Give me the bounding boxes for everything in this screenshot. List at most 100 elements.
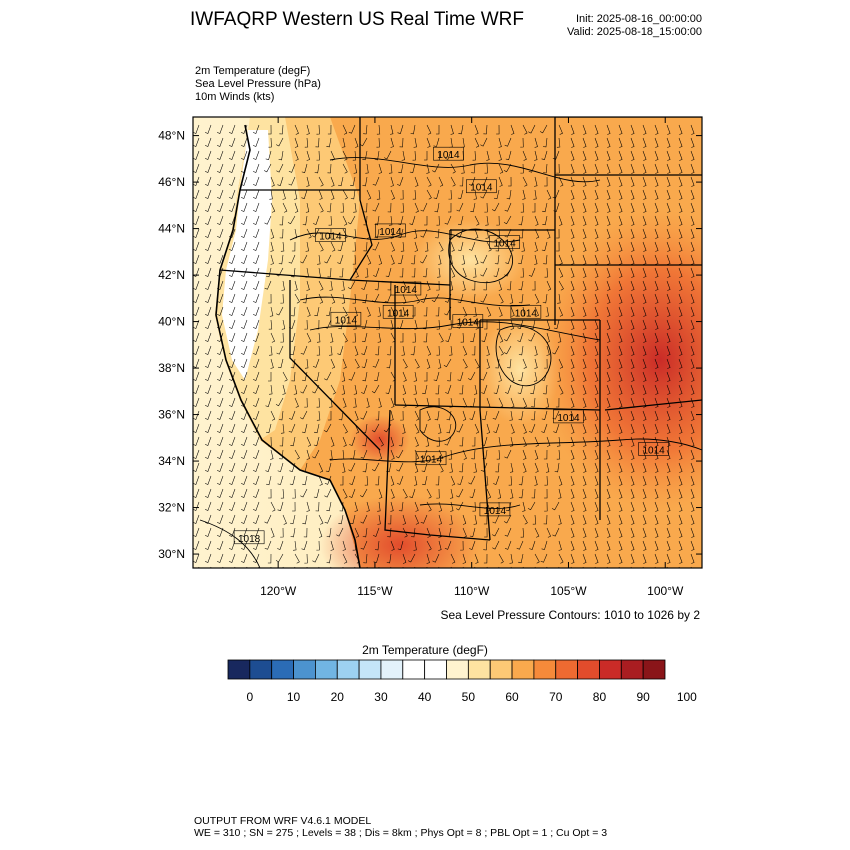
wind-barb	[279, 215, 284, 226]
wind-barb	[414, 501, 419, 512]
wind-barb	[290, 267, 296, 278]
isobar-label: 1014	[484, 506, 507, 517]
wind-barb	[630, 280, 635, 291]
wind-barb	[450, 176, 456, 187]
wind-barb	[678, 449, 683, 460]
wind-barb	[666, 332, 671, 343]
wind-barb	[474, 553, 479, 564]
wind-barb	[315, 501, 320, 512]
wind-barb	[328, 215, 332, 226]
wind-barb	[204, 332, 212, 342]
lat-label: 46°N	[158, 175, 185, 189]
wind-barb	[642, 124, 647, 135]
wind-barb	[436, 319, 440, 330]
wind-barb	[290, 514, 296, 525]
wind-barb	[420, 228, 428, 238]
wind-barb	[419, 254, 428, 264]
wind-barb	[504, 202, 512, 212]
wind-barb	[678, 423, 683, 434]
wind-barb	[618, 540, 623, 551]
wind-barb	[534, 462, 539, 473]
wind-barb	[204, 124, 212, 134]
wind-barb	[606, 306, 611, 317]
wind-barb	[498, 371, 502, 382]
wind-barb	[570, 423, 575, 434]
isobar-label: 1014	[319, 232, 342, 243]
wind-barb	[240, 436, 248, 446]
wind-barb	[372, 358, 380, 368]
wind-barb	[462, 514, 467, 525]
wind-barb	[252, 137, 260, 147]
wind-barb	[551, 501, 560, 511]
wind-barb	[630, 124, 635, 135]
wind-barb	[421, 449, 428, 459]
wind-barb	[193, 501, 200, 511]
wind-barb	[193, 137, 200, 147]
wind-barb	[594, 345, 599, 356]
colorbar-swatch	[533, 659, 557, 680]
wind-barb	[504, 540, 512, 550]
wind-barb	[552, 345, 560, 355]
wind-barb	[666, 267, 671, 278]
wind-barb	[544, 501, 548, 512]
wind-barb	[534, 241, 538, 252]
wind-barb	[304, 358, 309, 369]
wind-barb	[654, 306, 659, 317]
wind-barb	[606, 540, 611, 551]
wind-barb	[372, 202, 380, 212]
wind-barb	[678, 215, 683, 226]
wind-barb	[678, 488, 683, 499]
wind-barb	[546, 228, 551, 239]
wind-barb	[666, 150, 671, 161]
wind-barb	[353, 397, 357, 408]
wind-barb	[204, 384, 212, 394]
wind-barb	[532, 203, 536, 213]
wind-barb	[558, 124, 563, 135]
valid-time: Valid: 2025-08-18_15:00:00	[567, 26, 702, 38]
wind-barb	[534, 306, 539, 317]
wind-barb	[570, 462, 575, 473]
wind-barb	[582, 436, 587, 447]
wind-barb	[678, 397, 683, 408]
colorbar-tick-label: 100	[677, 690, 697, 704]
wind-barb	[304, 397, 308, 408]
wind-barb	[469, 410, 476, 420]
wind-barb	[204, 449, 212, 459]
colorbar-swatch	[599, 659, 622, 680]
wind-barb	[193, 423, 200, 433]
wind-barb	[390, 124, 394, 135]
wind-barb	[666, 436, 671, 447]
wind-barb	[280, 527, 284, 538]
wind-barb	[280, 488, 285, 499]
wind-barb	[541, 423, 548, 433]
wind-barb	[618, 280, 623, 291]
wind-barb	[642, 527, 647, 538]
wind-barb	[240, 423, 248, 433]
wind-barb	[516, 540, 524, 550]
wind-barb	[329, 345, 333, 356]
wind-barb	[630, 345, 635, 356]
wind-barb	[642, 514, 647, 525]
wind-barb	[606, 384, 611, 395]
wind-barb	[492, 527, 500, 537]
wind-barb	[268, 488, 272, 499]
wind-barb	[556, 436, 561, 447]
wind-barb	[422, 384, 428, 395]
wind-barb	[666, 280, 671, 291]
wind-barb	[642, 280, 647, 291]
wind-barb	[330, 293, 336, 304]
wind-barb	[252, 267, 260, 277]
wind-barb	[342, 397, 347, 408]
wind-barb	[410, 345, 416, 356]
wind-barb	[654, 514, 659, 525]
wind-barb	[505, 254, 512, 264]
wind-barb	[594, 423, 599, 434]
wind-barb	[690, 176, 695, 187]
wind-barb	[414, 202, 419, 213]
wind-barb	[450, 163, 456, 174]
wind-barb	[216, 124, 224, 134]
wind-barb	[666, 527, 671, 538]
wind-barb	[545, 462, 550, 473]
wind-barb	[498, 293, 504, 304]
wind-barb	[302, 514, 308, 525]
